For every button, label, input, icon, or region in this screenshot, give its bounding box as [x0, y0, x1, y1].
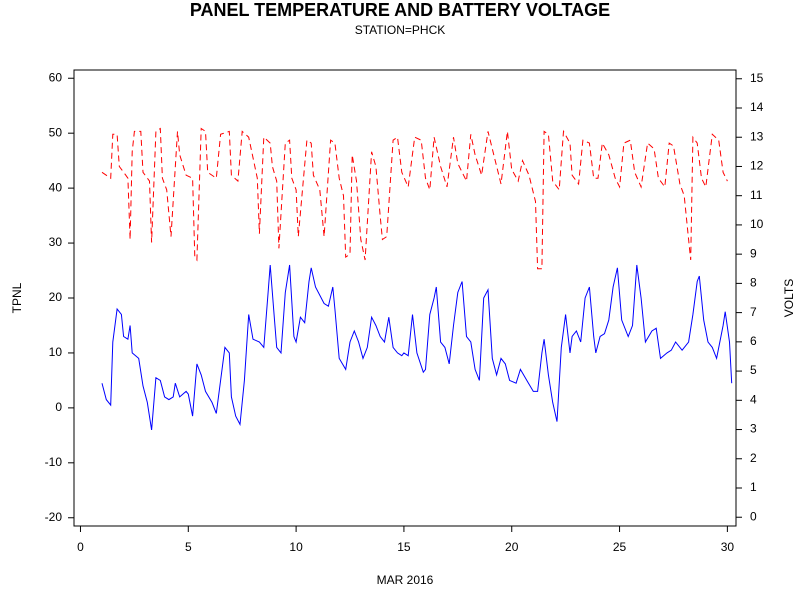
x-tick-label: 20 — [505, 540, 519, 554]
y2-tick-label: 5 — [750, 363, 757, 377]
y-tick-label: 60 — [49, 70, 63, 84]
y2-tick-label: 12 — [750, 159, 764, 173]
y2-tick-label: 3 — [750, 422, 757, 436]
y-axis-label: TPNL — [10, 282, 24, 313]
y-tick-label: 30 — [49, 235, 63, 249]
y-tick-label: 20 — [49, 290, 63, 304]
y2-tick-label: 13 — [750, 129, 764, 143]
x-tick-label: 30 — [721, 540, 735, 554]
y2-tick-label: 8 — [750, 276, 757, 290]
y-tick-label: 40 — [49, 180, 63, 194]
y2-tick-label: 4 — [750, 392, 757, 406]
y2-tick-label: 6 — [750, 334, 757, 348]
y2-axis-label: VOLTS — [782, 279, 796, 317]
x-tick-label: 10 — [289, 540, 303, 554]
series-line — [101, 127, 728, 270]
y-tick-label: -20 — [45, 510, 63, 524]
x-tick-label: 15 — [397, 540, 411, 554]
y2-tick-label: 0 — [750, 509, 757, 523]
y2-tick-label: 10 — [750, 217, 764, 231]
x-tick-label: 25 — [613, 540, 627, 554]
chart-title: PANEL TEMPERATURE AND BATTERY VOLTAGE — [190, 0, 610, 20]
y2-tick-label: 9 — [750, 246, 757, 260]
y2-tick-label: 15 — [750, 71, 764, 85]
y-tick-label: 10 — [49, 345, 63, 359]
y-tick-label: 0 — [55, 400, 62, 414]
y2-tick-label: 14 — [750, 100, 764, 114]
x-axis-label: MAR 2016 — [377, 573, 434, 587]
y2-tick-label: 1 — [750, 480, 757, 494]
y2-tick-label: 11 — [750, 188, 763, 202]
y2-tick-label: 2 — [750, 451, 757, 465]
x-tick-label: 0 — [77, 540, 84, 554]
y-tick-label: 50 — [49, 125, 63, 139]
series-line — [101, 264, 733, 430]
chart-subtitle: STATION=PHCK — [355, 23, 446, 37]
y2-tick-label: 7 — [750, 305, 757, 319]
plot-frame — [73, 69, 737, 527]
y-tick-label: -10 — [45, 455, 63, 469]
x-tick-label: 5 — [185, 540, 192, 554]
